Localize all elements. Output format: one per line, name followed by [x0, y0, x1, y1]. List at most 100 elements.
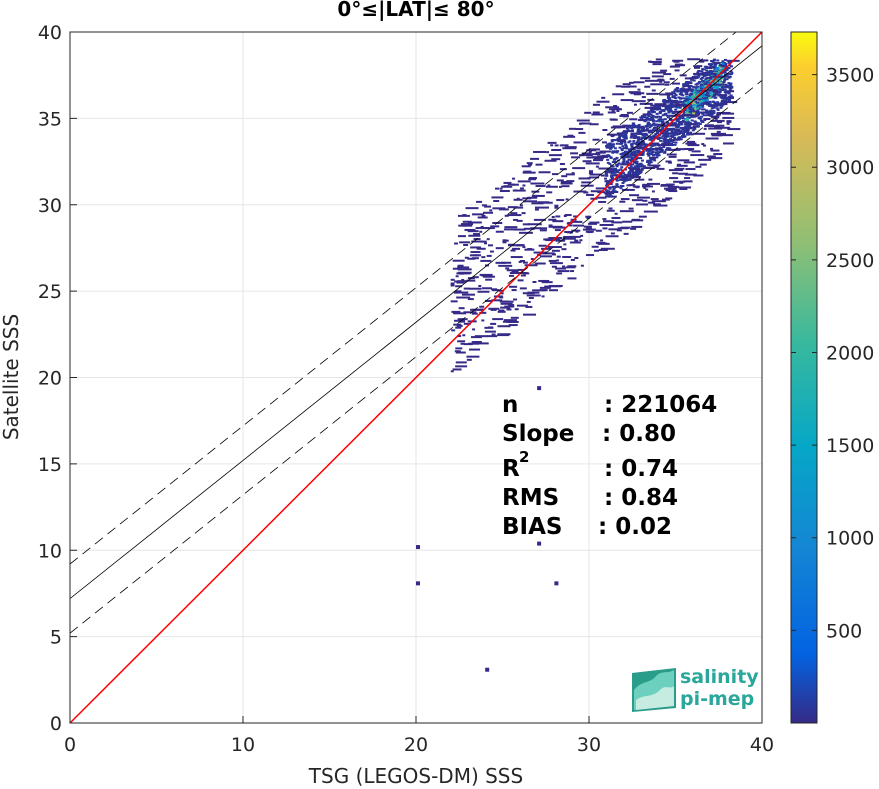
density-bin — [551, 158, 561, 161]
density-bin — [484, 205, 492, 208]
density-bin — [643, 186, 647, 189]
density-bin — [611, 109, 615, 112]
density-bin — [533, 218, 546, 221]
density-bin — [487, 244, 493, 247]
density-cells — [416, 58, 741, 672]
density-bin — [652, 203, 661, 206]
density-bin — [484, 242, 488, 245]
density-bin — [711, 93, 717, 96]
density-bin — [629, 159, 633, 162]
density-bin — [607, 169, 611, 172]
density-bin — [614, 212, 618, 215]
density-bin — [632, 166, 636, 169]
density-bin — [685, 101, 689, 104]
density-bin — [483, 211, 494, 214]
density-bin — [681, 89, 685, 92]
density-bin — [643, 210, 658, 213]
density-bin — [506, 308, 512, 311]
density-bin — [632, 185, 640, 188]
density-bin — [636, 130, 640, 133]
density-bin — [615, 165, 619, 168]
density-bin — [651, 200, 666, 203]
density-bin — [671, 104, 675, 107]
density-bin — [621, 177, 625, 180]
density-bin — [636, 136, 640, 139]
density-bin — [621, 134, 625, 137]
density-bin — [561, 185, 570, 188]
density-bin — [589, 170, 593, 175]
density-bin — [530, 258, 534, 261]
density-bin — [687, 140, 696, 143]
density-bin — [632, 218, 641, 221]
density-bin — [608, 142, 612, 145]
density-bin — [683, 103, 687, 106]
density-bin — [674, 99, 678, 102]
density-bin — [726, 66, 730, 69]
density-bin — [674, 167, 685, 170]
density-bin — [645, 134, 649, 137]
density-bin — [628, 140, 632, 143]
density-bin — [650, 83, 665, 86]
density-bin — [608, 228, 621, 231]
density-bin — [539, 201, 553, 204]
density-bin — [626, 129, 630, 132]
density-bin — [584, 111, 592, 114]
density-bin — [629, 136, 633, 139]
density-bin — [713, 101, 717, 104]
x-axis-ticks: 0 10 20 30 40 — [64, 716, 774, 756]
density-bin — [624, 150, 628, 153]
density-bin — [609, 186, 613, 189]
density-bin — [708, 101, 712, 104]
density-bin — [523, 170, 532, 173]
colorbar — [790, 31, 818, 724]
density-bin — [726, 122, 730, 125]
density-bin — [645, 188, 649, 191]
density-bin — [689, 133, 694, 136]
density-bin — [724, 62, 728, 65]
density-bin — [648, 148, 652, 151]
density-bin — [550, 285, 562, 288]
density-bin — [676, 117, 680, 120]
density-bin — [693, 112, 697, 115]
density-bin — [679, 126, 683, 129]
density-bin — [716, 59, 720, 62]
y-tick-label: 30 — [38, 195, 62, 217]
density-bin — [717, 94, 728, 97]
density-bin — [667, 185, 679, 188]
density-bin — [727, 92, 731, 95]
density-bin — [685, 142, 697, 145]
density-bin — [674, 94, 678, 97]
density-bin — [671, 95, 675, 98]
density-bin — [702, 97, 706, 100]
density-bin — [631, 133, 635, 136]
density-bin — [728, 84, 732, 87]
density-bin — [590, 190, 603, 193]
density-bin — [718, 79, 722, 82]
colorbar-tick-label: 3000 — [826, 157, 874, 179]
density-bin — [713, 86, 717, 89]
density-bin — [712, 70, 716, 73]
density-bin — [587, 231, 593, 234]
density-bin — [625, 147, 629, 150]
density-bin — [641, 96, 646, 99]
density-bin — [699, 60, 705, 63]
density-bin — [651, 75, 664, 78]
density-bin — [570, 152, 579, 155]
density-bin — [531, 194, 545, 197]
density-bin — [679, 97, 683, 100]
density-bin — [459, 272, 465, 275]
density-bin — [667, 97, 671, 100]
density-bin — [678, 100, 682, 103]
density-bin — [644, 79, 659, 82]
density-bin — [624, 137, 628, 140]
density-bin — [502, 320, 508, 323]
density-bin — [605, 145, 609, 148]
density-bin — [660, 150, 664, 153]
density-bin — [711, 116, 720, 119]
density-bin — [726, 73, 730, 76]
density-bin — [728, 98, 732, 101]
density-bin — [694, 83, 698, 86]
density-bin — [621, 152, 625, 155]
density-bin — [624, 179, 628, 182]
density-bin — [649, 161, 653, 164]
